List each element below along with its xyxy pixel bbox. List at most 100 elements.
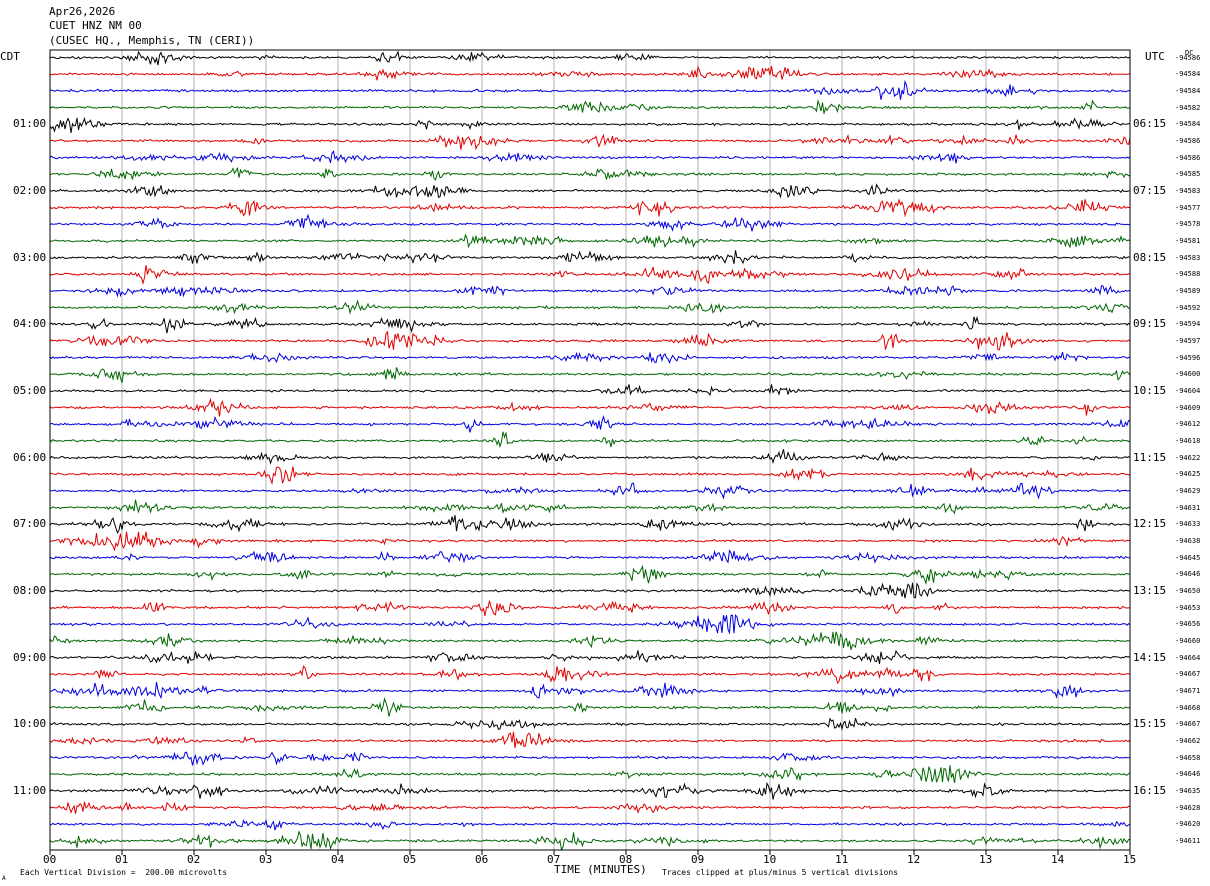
dc-offset-label: -94631 <box>1175 503 1201 512</box>
cdt-zone-label: CDT <box>0 50 20 63</box>
dc-offset-label: -94596 <box>1175 353 1201 362</box>
seismic-trace <box>49 549 1131 564</box>
seismic-trace <box>49 649 1131 664</box>
seismic-trace <box>49 133 1131 151</box>
dc-offset-label: -94622 <box>1175 453 1201 462</box>
dc-offset-label: -94597 <box>1175 336 1201 345</box>
x-tick-label: 12 <box>907 853 921 866</box>
cdt-hour-label: 10:00 <box>13 717 47 731</box>
dc-offset-label: -94600 <box>1175 370 1201 379</box>
dc-offset-label: -94629 <box>1175 486 1201 495</box>
time-gridlines <box>121 50 1059 850</box>
utc-hour-label: 10:15 <box>1133 383 1167 397</box>
dc-offset-label: -94592 <box>1175 303 1201 312</box>
dc-offset-label: -94612 <box>1175 420 1201 429</box>
x-tick-label: 09 <box>691 853 705 866</box>
seismic-trace <box>49 99 1131 114</box>
dc-offset-label: -94656 <box>1175 620 1201 629</box>
dc-offset-label: -94645 <box>1175 553 1201 562</box>
seismic-trace <box>49 665 1131 685</box>
header-location: (CUSEC HQ., Memphis, TN (CERI)) <box>49 34 255 47</box>
dc-offset-label: -94584 <box>1175 86 1201 95</box>
x-tick-label: 06 <box>475 853 489 866</box>
seismic-trace <box>50 299 1131 315</box>
seismic-trace <box>49 830 1131 852</box>
utc-hour-label: 12:15 <box>1133 517 1167 531</box>
dc-offset-label: -94646 <box>1175 770 1201 779</box>
seismic-trace <box>49 765 1131 783</box>
dc-offset-label: -94667 <box>1175 720 1201 729</box>
seismic-trace <box>49 751 1131 766</box>
x-tick-label: 05 <box>403 853 417 866</box>
dc-offset-label: -94664 <box>1175 653 1201 662</box>
utc-hour-label: 14:15 <box>1133 650 1167 664</box>
seismic-trace <box>49 631 1131 650</box>
seismic-trace <box>49 285 1131 298</box>
dc-offset-label: -94671 <box>1175 686 1201 695</box>
dc-offset-label: -94625 <box>1175 470 1201 479</box>
seismic-trace <box>49 449 1131 465</box>
seismic-trace <box>49 65 1130 81</box>
x-tick-label: 11 <box>835 853 849 866</box>
seismic-trace <box>49 315 1131 334</box>
seismic-trace <box>49 367 1131 384</box>
header-station: CUET HNZ NM 00 <box>49 19 142 32</box>
seismic-trace <box>49 150 1131 164</box>
seismic-trace <box>49 384 1131 397</box>
dc-offset-label: -94584 <box>1175 120 1201 129</box>
utc-hour-label: 06:15 <box>1133 117 1167 131</box>
seismic-trace <box>49 250 1131 265</box>
dc-offset-label: -94586 <box>1175 53 1201 62</box>
utc-hour-label: 16:15 <box>1133 783 1167 797</box>
utc-hour-label: 07:15 <box>1133 183 1167 197</box>
plot-frame <box>49 49 1131 851</box>
seismic-trace <box>49 731 1131 749</box>
corner-mark: A <box>2 875 6 882</box>
seismic-trace <box>49 565 1131 586</box>
dc-offset-label: -94633 <box>1175 520 1201 529</box>
dc-offset-label: -94660 <box>1175 636 1201 645</box>
dc-offset-label: -94578 <box>1175 220 1201 229</box>
dc-offset-label: -94667 <box>1175 670 1201 679</box>
x-tick-label: 10 <box>763 853 777 866</box>
seismic-trace <box>49 801 1131 815</box>
dc-offset-label: -94653 <box>1175 603 1201 612</box>
x-tick-label: 14 <box>1051 853 1065 866</box>
seismic-trace <box>49 265 1131 286</box>
cdt-hour-label: 05:00 <box>13 383 47 397</box>
seismic-trace <box>49 79 1131 100</box>
x-tick-label: 04 <box>331 853 345 866</box>
utc-zone-label: UTC <box>1145 50 1165 63</box>
dc-offset-label: -94586 <box>1175 153 1201 162</box>
dc-offset-label: -94589 <box>1175 286 1201 295</box>
dc-offset-label: -94609 <box>1175 403 1201 412</box>
x-tick-label: 13 <box>979 853 993 866</box>
dc-offset-label: -94581 <box>1175 236 1201 245</box>
dc-offset-label: -94611 <box>1175 836 1201 845</box>
seismic-trace <box>49 466 1131 486</box>
cdt-hour-label: 07:00 <box>13 517 47 531</box>
dc-offset-label: -94577 <box>1175 203 1201 212</box>
x-tick-label: 15 <box>1123 853 1137 866</box>
x-tick-label: 02 <box>187 853 201 866</box>
seismic-trace <box>49 515 1131 535</box>
dc-offset-label: -94582 <box>1175 103 1201 112</box>
header-date: Apr26,2026 <box>49 5 116 18</box>
x-tick-label: 00 <box>43 853 57 866</box>
utc-hour-label: 15:15 <box>1133 717 1167 731</box>
seismic-trace <box>49 600 1131 617</box>
cdt-hour-label: 03:00 <box>13 250 47 264</box>
dc-offset-label: -94585 <box>1175 170 1201 179</box>
dc-offset-label: -94662 <box>1175 736 1201 745</box>
cdt-hour-label: 04:00 <box>13 317 47 331</box>
time-axis-ticks <box>49 850 1131 855</box>
seismic-trace <box>49 482 1130 500</box>
dc-offset-label: -94588 <box>1175 270 1201 279</box>
seismic-traces <box>49 50 1131 852</box>
utc-hour-label: 08:15 <box>1133 250 1167 264</box>
dc-offset-label: -94583 <box>1175 186 1201 195</box>
cdt-hour-label: 08:00 <box>13 583 47 597</box>
dc-offset-label: -94618 <box>1175 436 1201 445</box>
dc-offset-label: -94635 <box>1175 786 1201 795</box>
x-tick-label: 08 <box>619 853 633 866</box>
